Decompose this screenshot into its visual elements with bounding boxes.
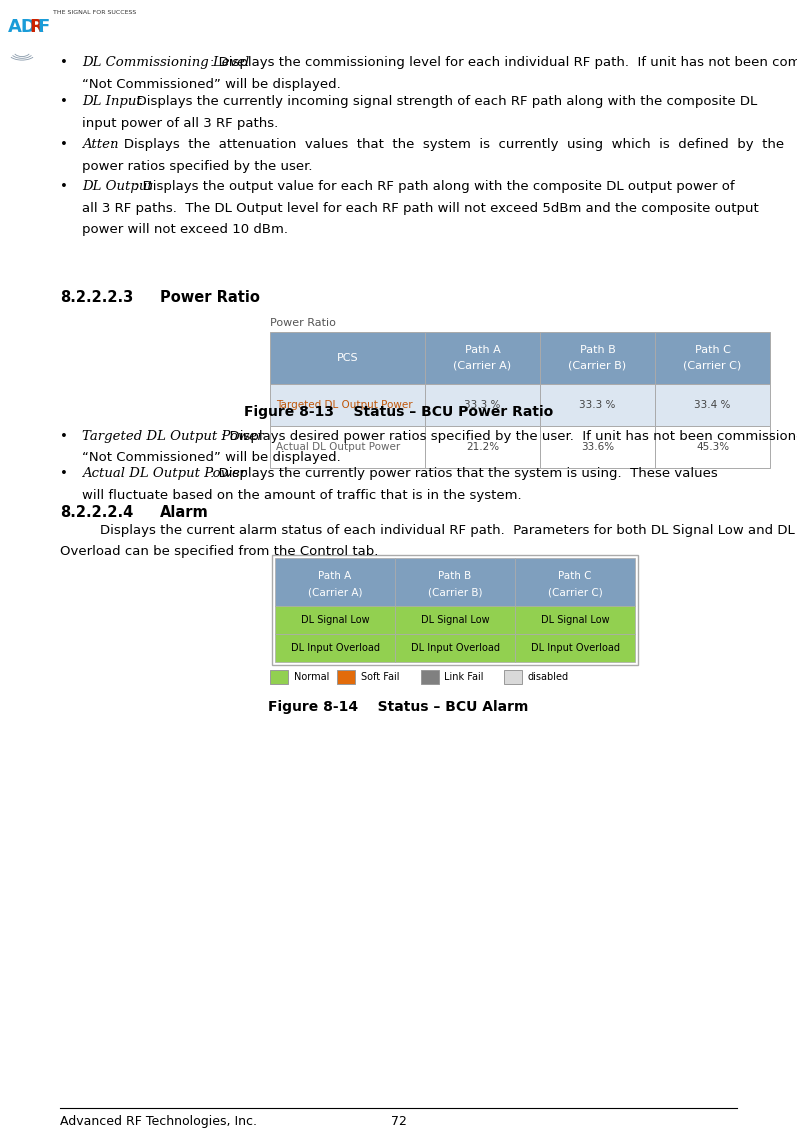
Bar (425, 426, 540, 468)
Text: power ratios specified by the user.: power ratios specified by the user. (82, 159, 312, 173)
Text: Power Ratio: Power Ratio (270, 318, 336, 328)
Text: DL Output: DL Output (82, 180, 153, 193)
Text: Path C: Path C (558, 571, 591, 581)
Text: Figure 8-13    Status – BCU Power Ratio: Figure 8-13 Status – BCU Power Ratio (244, 405, 553, 418)
Text: “Not Commissioned” will be displayed.: “Not Commissioned” will be displayed. (82, 78, 341, 90)
Text: all 3 RF paths.  The DL Output level for each RF path will not exceed 5dBm and t: all 3 RF paths. The DL Output level for … (82, 201, 759, 215)
Bar (421, 670, 438, 684)
Bar (540, 426, 655, 468)
Text: 8.2.2.2.3: 8.2.2.2.3 (60, 290, 133, 305)
Bar (515, 558, 635, 606)
Text: Normal: Normal (294, 672, 329, 682)
Bar (655, 333, 770, 385)
Text: Targeted DL Output Power: Targeted DL Output Power (82, 430, 264, 443)
Text: •: • (60, 430, 68, 443)
Bar (270, 426, 425, 468)
Bar (395, 634, 515, 662)
Text: PCS: PCS (336, 353, 359, 363)
Text: Overload can be specified from the Control tab.: Overload can be specified from the Contr… (60, 545, 379, 559)
Bar (655, 385, 770, 426)
Text: :  Displays  the  attenuation  values  that  the  system  is  currently  using  : : Displays the attenuation values that t… (111, 138, 784, 152)
Bar (504, 670, 522, 684)
Text: Atten: Atten (82, 138, 119, 152)
Text: (Carrier A): (Carrier A) (308, 588, 363, 598)
Text: DL Signal Low: DL Signal Low (300, 615, 369, 625)
Text: 33.4 %: 33.4 % (694, 400, 731, 411)
Text: •: • (60, 95, 68, 107)
Text: Alarm: Alarm (160, 506, 209, 520)
Text: •: • (60, 138, 68, 152)
Text: Advanced RF Technologies, Inc.: Advanced RF Technologies, Inc. (60, 1115, 257, 1128)
Text: DL Signal Low: DL Signal Low (540, 615, 610, 625)
Text: DL Input Overload: DL Input Overload (410, 644, 500, 653)
Text: : Displays the commissioning level for each individual RF path.  If unit has not: : Displays the commissioning level for e… (210, 57, 797, 69)
Text: DL Input Overload: DL Input Overload (290, 644, 379, 653)
Text: DL Commissioning Level: DL Commissioning Level (82, 57, 249, 69)
Text: •: • (60, 57, 68, 69)
Text: 45.3%: 45.3% (696, 442, 729, 452)
Text: Link Fail: Link Fail (445, 672, 484, 682)
Text: : Displays the currently power ratios that the system is using.  These values: : Displays the currently power ratios th… (210, 467, 717, 480)
Text: disabled: disabled (528, 672, 569, 682)
Text: power will not exceed 10 dBm.: power will not exceed 10 dBm. (82, 223, 288, 236)
Text: •: • (60, 467, 68, 480)
Text: 33.6%: 33.6% (581, 442, 614, 452)
Text: will fluctuate based on the amount of traffic that is in the system.: will fluctuate based on the amount of tr… (82, 489, 521, 501)
Text: Path B: Path B (579, 345, 615, 355)
Text: : Displays the output value for each RF path along with the composite DL output : : Displays the output value for each RF … (134, 180, 735, 193)
Text: Soft Fail: Soft Fail (361, 672, 399, 682)
Text: DL Signal Low: DL Signal Low (421, 615, 489, 625)
Text: Path C: Path C (694, 345, 730, 355)
Text: Actual DL Output Power: Actual DL Output Power (276, 442, 400, 452)
Text: DL Input: DL Input (82, 95, 142, 107)
Text: : Displays desired power ratios specified by the user.  If unit has not been com: : Displays desired power ratios specifie… (222, 430, 797, 443)
Text: 33.3 %: 33.3 % (579, 400, 616, 411)
Bar (515, 634, 635, 662)
Bar (270, 333, 425, 385)
Text: Displays the current alarm status of each individual RF path.  Parameters for bo: Displays the current alarm status of eac… (100, 524, 797, 537)
Text: Path B: Path B (438, 571, 472, 581)
Bar (395, 606, 515, 634)
Text: : Displays the currently incoming signal strength of each RF path along with the: : Displays the currently incoming signal… (128, 95, 758, 107)
Bar (425, 385, 540, 426)
Text: F: F (37, 18, 49, 36)
Text: Figure 8-14    Status – BCU Alarm: Figure 8-14 Status – BCU Alarm (269, 700, 528, 714)
Bar (272, 555, 638, 665)
Bar (270, 670, 288, 684)
Text: 33.3 %: 33.3 % (465, 400, 501, 411)
Bar (275, 634, 395, 662)
Text: 21.2%: 21.2% (466, 442, 499, 452)
Bar (395, 558, 515, 606)
Bar (275, 606, 395, 634)
Text: (Carrier C): (Carrier C) (548, 588, 603, 598)
Text: Path A: Path A (318, 571, 351, 581)
Text: THE SIGNAL FOR SUCCESS: THE SIGNAL FOR SUCCESS (53, 10, 136, 15)
Bar (655, 426, 770, 468)
Text: Power Ratio: Power Ratio (160, 290, 260, 305)
Bar (270, 385, 425, 426)
Text: AD: AD (8, 18, 37, 36)
Text: input power of all 3 RF paths.: input power of all 3 RF paths. (82, 116, 278, 130)
Text: R: R (29, 18, 43, 36)
Bar (337, 670, 355, 684)
Text: (Carrier C): (Carrier C) (683, 361, 742, 371)
Text: (Carrier A): (Carrier A) (453, 361, 512, 371)
Bar (515, 606, 635, 634)
Text: Actual DL Output Power: Actual DL Output Power (82, 467, 246, 480)
Text: 8.2.2.2.4: 8.2.2.2.4 (60, 506, 133, 520)
Bar (540, 385, 655, 426)
Text: •: • (60, 180, 68, 193)
Bar (425, 333, 540, 385)
Text: (Carrier B): (Carrier B) (428, 588, 482, 598)
Bar (540, 333, 655, 385)
Text: Path A: Path A (465, 345, 501, 355)
Text: 72: 72 (391, 1115, 406, 1128)
Text: Targeted DL Output Power: Targeted DL Output Power (276, 400, 413, 411)
Text: DL Input Overload: DL Input Overload (531, 644, 619, 653)
Bar (275, 558, 395, 606)
Text: (Carrier B): (Carrier B) (568, 361, 626, 371)
Text: “Not Commissioned” will be displayed.: “Not Commissioned” will be displayed. (82, 451, 341, 465)
